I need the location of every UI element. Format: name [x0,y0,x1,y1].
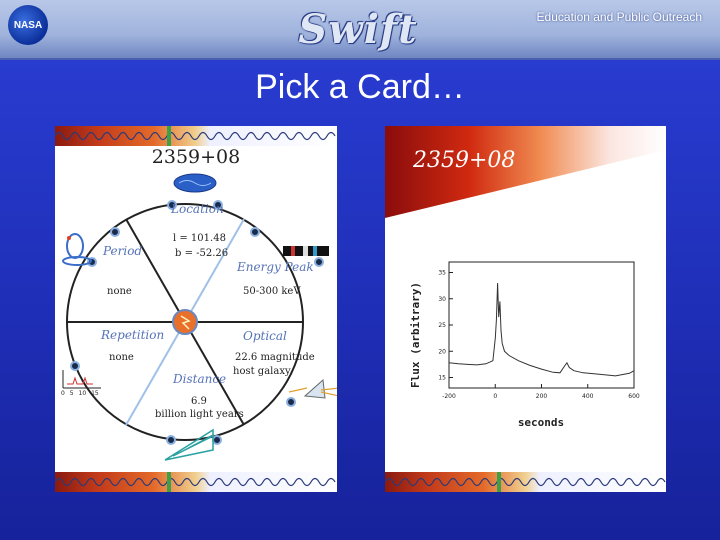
x-tick-label: 0 [493,393,497,400]
prism-icon [303,378,326,399]
y-tick-label: 25 [438,322,446,329]
mini-tick: 10 [78,390,87,397]
card-back[interactable]: 2359+08 -200 0 200 400 600 15 20 25 30 35 Flux (… [385,126,666,492]
card-bottom-strip [55,472,337,492]
distance-line2: billion light years [155,409,244,420]
mini-tick: 15 [91,390,99,397]
location-line2: b = -52.26 [175,248,229,259]
card-bottom-strip [385,472,666,492]
distance-line1: 6.9 [191,396,207,407]
card-code: 2359+08 [413,148,516,173]
x-tick-label: -200 [442,393,456,400]
card-code: 2359+08 [151,146,241,168]
classification-wheel [62,173,337,461]
optical-label: Optical [243,329,287,343]
nasa-logo-text: NASA [13,19,43,31]
x-tick-label: 400 [582,393,594,400]
card-front[interactable]: 2359+08 [55,126,337,492]
nasa-logo: NASA [8,5,48,45]
mini-tick: 0 [61,390,65,397]
y-tick-label: 35 [438,270,446,277]
mini-axis-ticks: 0 5 10 15 [61,390,99,397]
distance-label: Distance [173,372,227,386]
location-label: Location [171,202,224,216]
light-curve-chart: -200 0 200 400 600 15 20 25 30 35 Flux (arbitrar… [409,261,640,429]
optical-line2: host galaxy [233,366,291,377]
distance-ruler-icon [164,428,214,461]
header-banner: NASA Swift Education and Public Outreach [0,0,720,60]
outreach-label: Education and Public Outreach [536,10,702,24]
card-top-strip [55,126,337,146]
x-tick-label: 600 [628,393,640,400]
mini-lightcurve-icon [62,370,101,389]
swift-logo-text: Swift [298,5,418,53]
energy-peak-label: Energy Peak [237,260,314,274]
period-value: none [107,286,132,297]
optical-line1: 22.6 magnitude [235,352,315,363]
mini-tick: 5 [69,390,74,397]
y-axis-label: Flux (arbitrary) [409,282,422,388]
period-label: Period [103,244,143,258]
y-tick-label: 30 [438,296,446,303]
wave-pattern-bottom [55,472,336,492]
wave-pattern-bottom [385,472,666,492]
location-line1: l = 101.48 [173,233,226,244]
y-tick-label: 20 [438,348,446,355]
card-back-banner [385,126,666,218]
energy-peak-value: 50-300 keV [243,286,301,297]
swift-logo: Swift [298,4,418,54]
repetition-value: none [109,352,134,363]
x-tick-label: 200 [536,393,548,400]
slide-title: Pick a Card… [255,68,465,106]
x-axis-label: seconds [518,416,564,429]
wave-pattern-top [55,126,336,146]
repetition-label: Repetition [101,328,165,342]
series-line [448,282,635,377]
y-tick-label: 15 [438,375,446,382]
